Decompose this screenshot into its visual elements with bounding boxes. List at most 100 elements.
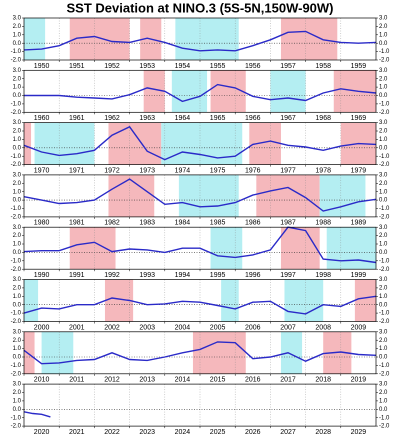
y-tick-label: 2.0 bbox=[379, 129, 388, 135]
warm-shading bbox=[69, 227, 116, 270]
panel-frame bbox=[23, 17, 377, 61]
x-tick-label: 1960 bbox=[34, 115, 50, 122]
x-tick-label: 1958 bbox=[315, 63, 331, 70]
x-tick-label: 1975 bbox=[210, 167, 226, 174]
y-tick-label: 1.0 bbox=[13, 32, 22, 38]
y-tick-label: 1.0 bbox=[379, 85, 388, 91]
y-tick-label: -1.0 bbox=[11, 311, 22, 317]
x-tick-label: 2016 bbox=[245, 377, 261, 384]
warm-shading bbox=[256, 174, 320, 217]
y-tick-label: 1.0 bbox=[13, 189, 22, 195]
x-tick-label: 2005 bbox=[210, 324, 226, 331]
x-tick-label: 1972 bbox=[104, 167, 120, 174]
warm-shading bbox=[108, 122, 162, 165]
y-tick-label: -2.0 bbox=[379, 214, 390, 220]
y-tick-label: 1.0 bbox=[379, 242, 388, 248]
x-tick-label: 2023 bbox=[139, 429, 155, 436]
y-tick-label: 2.0 bbox=[379, 24, 388, 30]
y-tick-label: -2.0 bbox=[11, 424, 22, 430]
panel-frame bbox=[23, 226, 377, 270]
y-tick-label: 3.0 bbox=[13, 120, 22, 126]
y-tick-label: -1.0 bbox=[11, 206, 22, 212]
y-tick-label: -2.0 bbox=[11, 110, 22, 116]
y-tick-label: 0.0 bbox=[379, 302, 388, 308]
y-tick-label: 1.0 bbox=[13, 137, 22, 143]
y-tick-label: 3.0 bbox=[379, 172, 388, 178]
y-tick-label: 2.0 bbox=[13, 24, 22, 30]
x-tick-label: 2025 bbox=[210, 429, 226, 436]
y-tick-label: -2.0 bbox=[379, 110, 390, 116]
y-tick-label: -1.0 bbox=[379, 206, 390, 212]
y-tick-label: 0.0 bbox=[13, 250, 22, 256]
x-tick-label: 2014 bbox=[175, 377, 191, 384]
x-tick-label: 2024 bbox=[175, 429, 191, 436]
cool-shading bbox=[161, 122, 243, 165]
cool-shading bbox=[221, 279, 239, 322]
x-tick-label: 2012 bbox=[104, 377, 120, 384]
x-tick-label: 2015 bbox=[210, 377, 226, 384]
y-tick-label: 0.0 bbox=[13, 355, 22, 361]
warm-shading bbox=[24, 122, 32, 165]
y-tick-label: 3.0 bbox=[379, 277, 388, 283]
x-tick-label: 1957 bbox=[280, 63, 296, 70]
y-tick-label: -1.0 bbox=[11, 363, 22, 369]
cool-shading bbox=[24, 279, 39, 322]
y-tick-label: -2.0 bbox=[379, 371, 390, 377]
x-tick-label: 1973 bbox=[139, 167, 155, 174]
y-tick-label: -1.0 bbox=[379, 415, 390, 421]
cool-shading bbox=[178, 174, 239, 217]
y-tick-label: -1.0 bbox=[379, 101, 390, 107]
y-tick-label: 2.0 bbox=[13, 76, 22, 82]
x-tick-label: 1983 bbox=[139, 220, 155, 227]
warm-shading bbox=[143, 70, 165, 113]
y-tick-label: 2.0 bbox=[379, 233, 388, 239]
x-tick-label: 1952 bbox=[104, 63, 120, 70]
x-tick-label: 1993 bbox=[139, 272, 155, 279]
x-tick-label: 1998 bbox=[315, 272, 331, 279]
x-tick-label: 2019 bbox=[351, 377, 367, 384]
y-tick-label: 2.0 bbox=[13, 338, 22, 344]
y-tick-label: 3.0 bbox=[13, 172, 22, 178]
x-tick-label: 1985 bbox=[210, 220, 226, 227]
x-tick-label: 1971 bbox=[69, 167, 85, 174]
x-tick-label: 2003 bbox=[139, 324, 155, 331]
x-tick-label: 1987 bbox=[280, 220, 296, 227]
y-tick-label: 0.0 bbox=[13, 407, 22, 413]
warm-shading bbox=[280, 18, 338, 60]
y-tick-label: -1.0 bbox=[11, 415, 22, 421]
y-tick-label: 3.0 bbox=[13, 329, 22, 335]
y-tick-label: -2.0 bbox=[11, 267, 22, 273]
x-tick-label: 1956 bbox=[245, 63, 261, 70]
x-tick-label: 1997 bbox=[280, 272, 296, 279]
y-tick-label: 2.0 bbox=[13, 129, 22, 135]
x-tick-label: 1988 bbox=[315, 220, 331, 227]
y-tick-label: 2.0 bbox=[379, 338, 388, 344]
x-tick-label: 1991 bbox=[69, 272, 85, 279]
x-tick-label: 1963 bbox=[139, 115, 155, 122]
x-tick-label: 2026 bbox=[245, 429, 261, 436]
y-tick-label: 1.0 bbox=[379, 189, 388, 195]
y-tick-label: 2.0 bbox=[13, 285, 22, 291]
x-tick-label: 1979 bbox=[351, 167, 367, 174]
x-tick-label: 1978 bbox=[315, 167, 331, 174]
x-tick-label: 1986 bbox=[245, 220, 261, 227]
panel-frame bbox=[23, 174, 377, 218]
y-tick-label: 2.0 bbox=[379, 390, 388, 396]
y-tick-label: -1.0 bbox=[379, 154, 390, 160]
y-tick-label: 2.0 bbox=[379, 76, 388, 82]
y-tick-label: -2.0 bbox=[11, 319, 22, 325]
y-tick-label: 0.0 bbox=[379, 355, 388, 361]
sst-line bbox=[24, 83, 377, 103]
x-tick-label: 1984 bbox=[175, 220, 191, 227]
y-tick-label: 2.0 bbox=[379, 285, 388, 291]
x-tick-label: 1965 bbox=[210, 115, 226, 122]
x-tick-label: 1999 bbox=[351, 272, 367, 279]
cool-shading bbox=[326, 227, 376, 270]
cool-shading bbox=[34, 122, 95, 165]
y-tick-label: -2.0 bbox=[379, 162, 390, 168]
x-tick-label: 1951 bbox=[69, 63, 85, 70]
y-tick-label: -2.0 bbox=[379, 319, 390, 325]
cool-shading bbox=[210, 227, 243, 270]
y-tick-label: 3.0 bbox=[13, 225, 22, 231]
